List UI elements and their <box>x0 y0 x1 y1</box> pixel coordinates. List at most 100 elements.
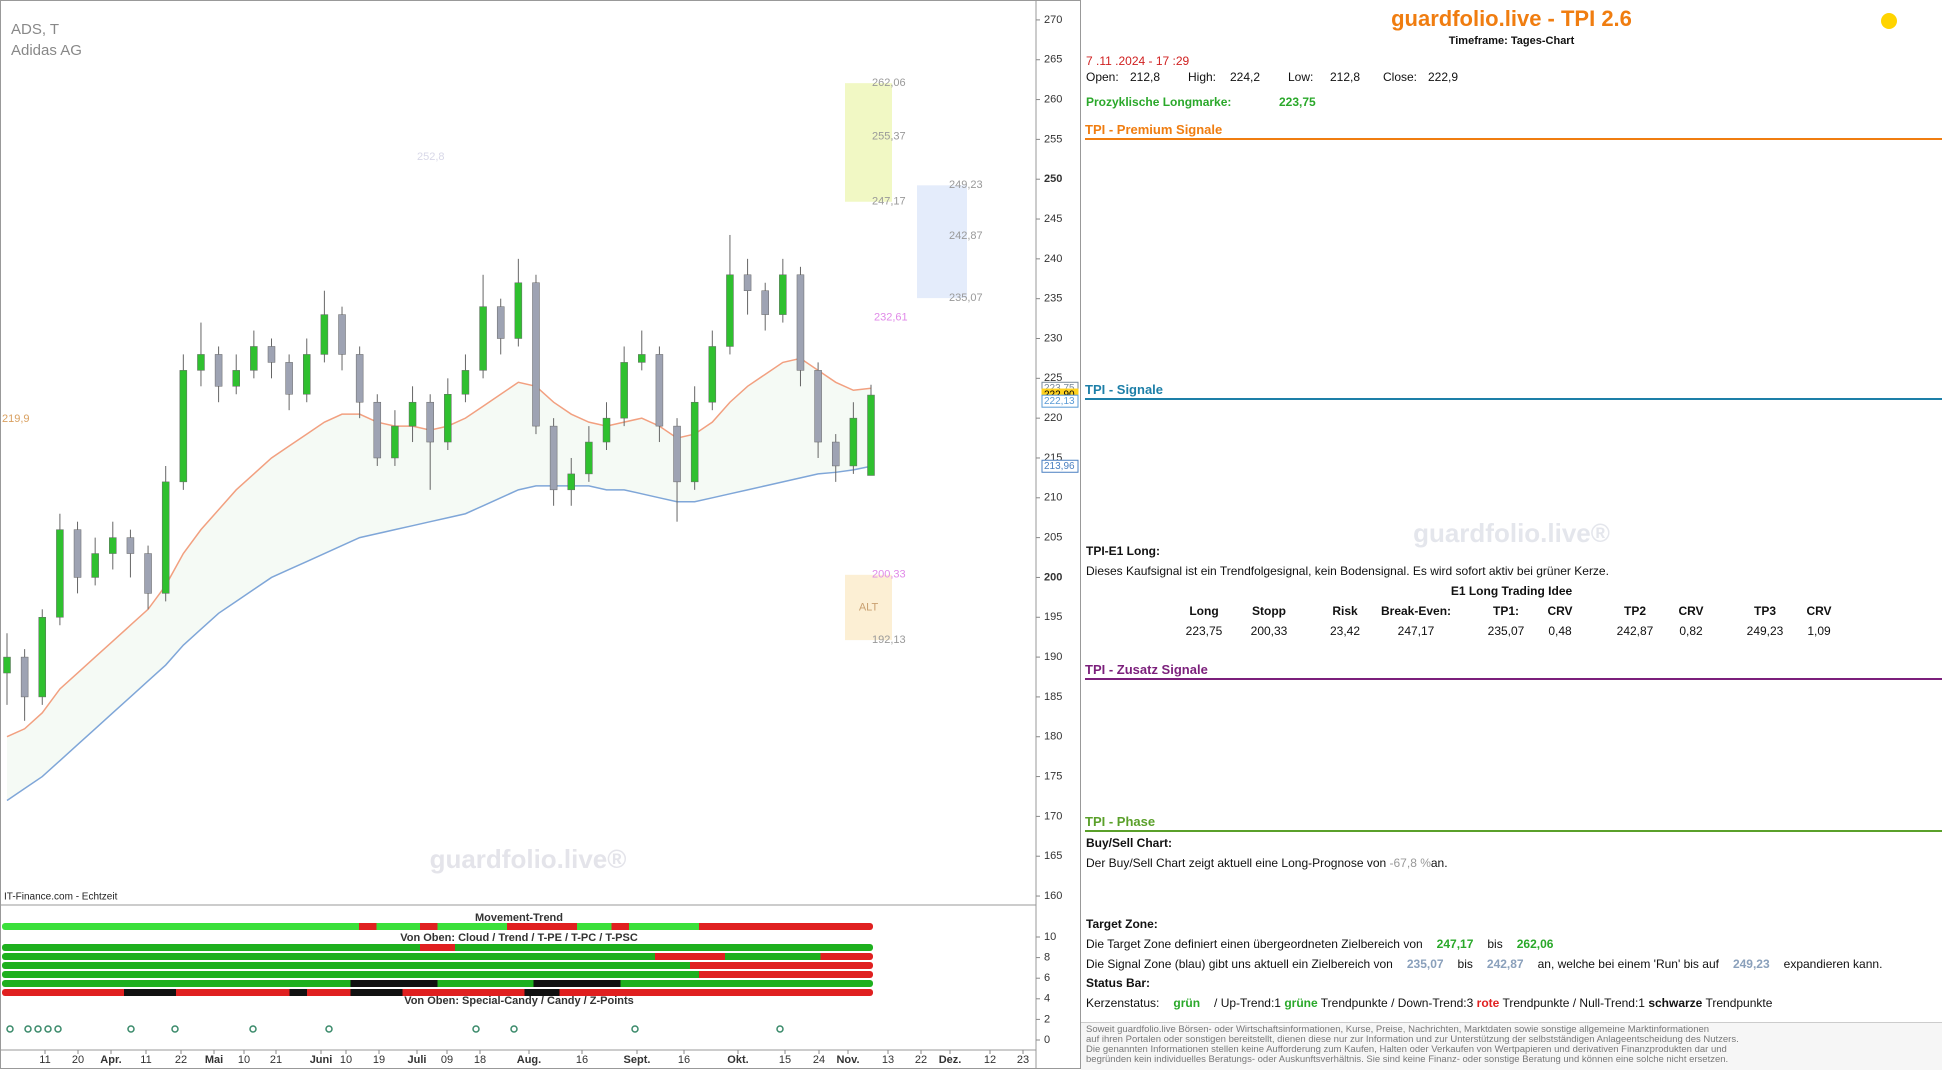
table-cell: 247,17 <box>1397 624 1435 638</box>
y-tick-label: 180 <box>1044 731 1062 743</box>
table-cell: 223,75 <box>1185 624 1223 638</box>
indicator-tick-label: 4 <box>1044 993 1050 1005</box>
text: Trendpunkte <box>1320 996 1388 1010</box>
status-text: Kerzenstatus: grün / Up-Trend:1 grüne Tren… <box>1086 996 1772 1010</box>
status-dots <box>2 944 873 951</box>
x-tick-label: 16 <box>576 1054 588 1066</box>
disclaimer-line: Die genannten Informationen stellen kein… <box>1086 1044 1727 1055</box>
table-cell: TP1: <box>1492 604 1519 618</box>
price-label: 213,96 <box>1044 461 1075 472</box>
e1-table-title: E1 Long Trading Idee <box>1450 584 1573 598</box>
x-tick-label: 11 <box>140 1054 151 1066</box>
candle-body <box>514 282 523 339</box>
status-dots <box>2 971 873 978</box>
x-tick-label: 15 <box>779 1054 791 1066</box>
datetime: 7 .11 .2024 - 17 :29 <box>1086 54 1190 68</box>
table-cell: 249,23 <box>1746 624 1784 638</box>
indicator-tick-label: 8 <box>1044 952 1050 964</box>
forecast-value: -67,8 % <box>1389 856 1431 870</box>
price-label-box <box>1041 459 1079 473</box>
candle-body <box>761 290 769 315</box>
table-cell: 1,09 <box>1807 624 1831 638</box>
candle-body <box>338 314 346 355</box>
disclaimer-line: begründen kein individuelles Beratungs- … <box>1086 1054 1729 1065</box>
zone-text: ALT <box>859 601 879 613</box>
candle-body <box>250 346 258 371</box>
x-tick-label: 10 <box>340 1054 352 1066</box>
candle-body <box>109 537 117 554</box>
value: 262,06 <box>1516 937 1554 951</box>
x-tick-label: Juli <box>408 1054 427 1066</box>
candle-body <box>549 425 558 491</box>
text: Der Buy/Sell Chart zeigt aktuell eine Lo… <box>1086 856 1387 870</box>
candle-body <box>726 274 734 347</box>
price-label: 223,75 <box>1044 383 1075 394</box>
y-tick-label: 235 <box>1044 293 1062 305</box>
indicator-tick-label: 6 <box>1044 972 1050 984</box>
candle-body <box>638 354 646 363</box>
status-light <box>1881 13 1897 29</box>
text: an. <box>1430 856 1448 870</box>
candle-body <box>91 553 99 578</box>
candle-body <box>3 656 11 674</box>
z-point <box>631 1025 639 1033</box>
candle-body <box>708 346 717 403</box>
candle-body <box>867 394 875 476</box>
z-point <box>127 1025 135 1033</box>
instrument-name: Adidas AG <box>11 42 82 59</box>
y-tick-label: 210 <box>1044 492 1062 504</box>
indicator-tick-label: 0 <box>1044 1034 1050 1046</box>
signal-text: Die Signal Zone (blau) gibt uns aktuell … <box>1086 957 1882 971</box>
price-label: 222,13 <box>1044 396 1075 407</box>
candle-body <box>38 617 47 698</box>
x-tick-label: Apr. <box>100 1054 121 1066</box>
table-cell: 200,33 <box>1250 624 1288 638</box>
y-tick-label: 250 <box>1044 173 1062 185</box>
candle-body <box>796 274 805 371</box>
x-tick-label: 09 <box>441 1054 453 1066</box>
text: bis <box>1457 957 1473 971</box>
status-title: Status Bar: <box>1086 976 1151 990</box>
x-tick-label: 24 <box>813 1054 825 1066</box>
z-point <box>776 1025 784 1033</box>
annotation: 219,9 <box>2 413 30 425</box>
candle-body <box>179 370 188 483</box>
table-cell: 0,82 <box>1679 624 1703 638</box>
x-tick-label: 18 <box>474 1054 486 1066</box>
y-tick-label: 225 <box>1044 372 1062 384</box>
candle-body <box>673 425 681 483</box>
z-point <box>171 1025 179 1033</box>
ohlc-label: High: <box>1188 70 1217 84</box>
z-point <box>325 1025 333 1033</box>
candle-body <box>479 306 487 371</box>
candle-body <box>267 346 276 363</box>
table-cell: CRV <box>1547 604 1573 618</box>
candle-body <box>743 274 752 291</box>
value: 235,07 <box>1406 957 1444 971</box>
x-tick-label: Dez. <box>939 1054 962 1066</box>
x-tick-label: 16 <box>678 1054 690 1066</box>
y-tick-label: 230 <box>1044 332 1062 344</box>
candle-body <box>373 401 382 459</box>
x-tick-label: 10 <box>238 1054 250 1066</box>
candle-body <box>232 370 240 387</box>
x-tick-label: 12 <box>984 1054 996 1066</box>
text: an, welche bei einem 'Run' bis auf <box>1537 957 1719 971</box>
table-cell: 23,42 <box>1329 624 1361 638</box>
y-tick-label: 165 <box>1044 850 1062 862</box>
target-zone <box>845 574 892 641</box>
indicator-tick-label: 2 <box>1044 1013 1050 1025</box>
price-label-box <box>1041 394 1079 408</box>
y-tick-label: 220 <box>1044 412 1062 424</box>
x-tick-label: 20 <box>72 1054 84 1066</box>
candle-body <box>585 441 593 475</box>
candle-body <box>303 354 311 395</box>
text: Die Signal Zone (blau) gibt uns aktuell … <box>1086 957 1393 971</box>
x-tick-label: Nov. <box>836 1054 859 1066</box>
e1-title: TPI-E1 Long: <box>1086 544 1160 558</box>
text: / Up-Trend:1 <box>1214 996 1281 1010</box>
candle-body <box>532 282 540 427</box>
y-tick-label: 160 <box>1044 890 1062 902</box>
zone-level-label: 249,23 <box>949 179 983 191</box>
zone-level-label: 242,87 <box>949 230 983 242</box>
